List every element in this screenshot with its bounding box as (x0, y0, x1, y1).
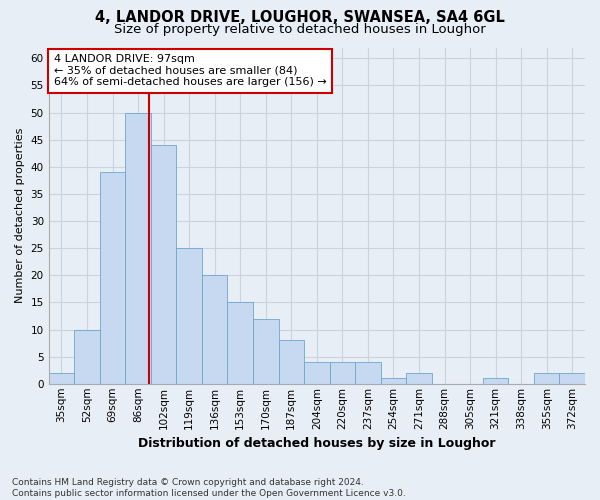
Bar (304, 362, 329, 384)
Bar (483, 378, 508, 384)
Bar (559, 373, 585, 384)
Bar (227, 302, 253, 384)
Bar (406, 373, 432, 384)
Bar (534, 373, 559, 384)
Bar (74, 330, 100, 384)
Bar (253, 318, 278, 384)
Bar (278, 340, 304, 384)
Bar (125, 112, 151, 384)
X-axis label: Distribution of detached houses by size in Loughor: Distribution of detached houses by size … (138, 437, 496, 450)
Bar (100, 172, 125, 384)
Bar (202, 276, 227, 384)
Text: 4, LANDOR DRIVE, LOUGHOR, SWANSEA, SA4 6GL: 4, LANDOR DRIVE, LOUGHOR, SWANSEA, SA4 6… (95, 10, 505, 25)
Bar (176, 248, 202, 384)
Text: 4 LANDOR DRIVE: 97sqm
← 35% of detached houses are smaller (84)
64% of semi-deta: 4 LANDOR DRIVE: 97sqm ← 35% of detached … (54, 54, 327, 88)
Y-axis label: Number of detached properties: Number of detached properties (15, 128, 25, 304)
Bar (355, 362, 380, 384)
Bar (49, 373, 74, 384)
Text: Size of property relative to detached houses in Loughor: Size of property relative to detached ho… (114, 22, 486, 36)
Text: Contains HM Land Registry data © Crown copyright and database right 2024.
Contai: Contains HM Land Registry data © Crown c… (12, 478, 406, 498)
Bar (329, 362, 355, 384)
Bar (151, 145, 176, 384)
Bar (380, 378, 406, 384)
